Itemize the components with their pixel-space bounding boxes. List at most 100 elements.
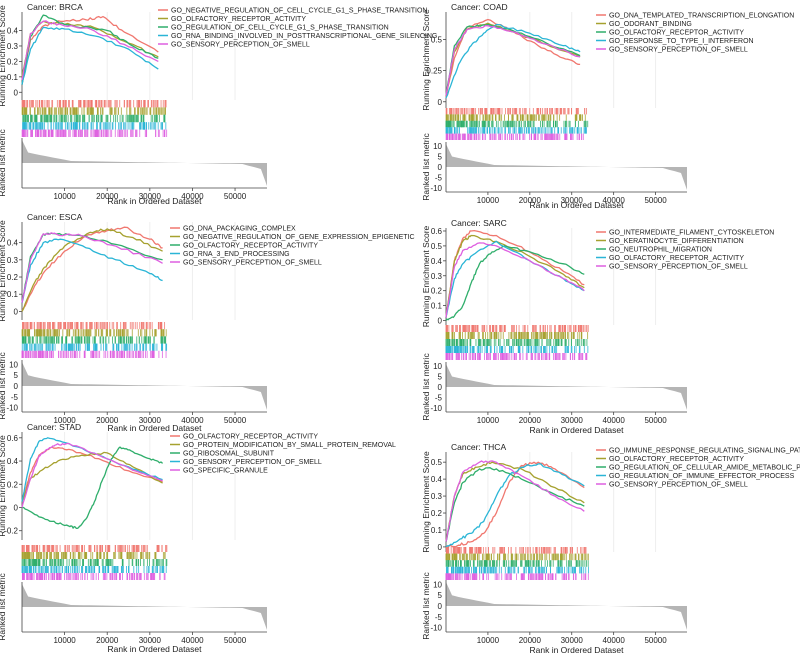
x-tick-label: 20000 xyxy=(96,192,119,201)
y-tick-label: 0.4 xyxy=(431,475,443,484)
y-tick-label: 0.1 xyxy=(7,73,19,82)
ranked-metric-area xyxy=(446,364,687,410)
metric-tick-label: -10 xyxy=(430,184,442,193)
y-tick-label: 0.2 xyxy=(7,57,19,66)
x-axis-label: Rank in Ordered Dataset xyxy=(107,423,202,433)
legend-label: GO_NEUTROPHIL_MIGRATION xyxy=(609,247,712,254)
metric-tick-label: 10 xyxy=(9,360,18,369)
x-axis-label: Rank in Ordered Dataset xyxy=(529,425,624,435)
x-tick-label: 50000 xyxy=(644,636,667,645)
series-line xyxy=(445,23,581,99)
x-tick-label: 10000 xyxy=(53,416,76,425)
series-line xyxy=(22,446,164,530)
y-tick-label: 0 xyxy=(14,88,19,97)
legend-label: GO_REGULATION_OF_CELLULAR_AMIDE_METABOLI… xyxy=(609,465,800,472)
x-tick-label: 50000 xyxy=(224,192,247,201)
x-axis-label: Rank in Ordered Dataset xyxy=(107,196,202,206)
series-line xyxy=(445,22,581,96)
es-axis-label: Running Enrichment Score xyxy=(0,5,7,107)
metric-tick-label: 10 xyxy=(433,362,442,371)
x-tick-label: 20000 xyxy=(96,636,119,645)
series-line xyxy=(445,242,585,318)
y-tick-label: 0.3 xyxy=(431,492,443,501)
metric-tick-label: -5 xyxy=(435,613,443,622)
metric-axis-label: Ranked list metric xyxy=(421,571,431,639)
metric-tick-label: 5 xyxy=(14,371,19,380)
panel-cancer-sarc: 0 0.1 0.2 0.3 0.4 0.5 0.6 Cancer: SARC Running E… xyxy=(421,218,774,435)
series-line xyxy=(445,460,585,542)
series-line xyxy=(21,26,159,85)
legend-label: GO_OLFACTORY_RECEPTOR_ACTIVITY xyxy=(183,243,318,250)
es-axis-label: Running Enrichment Score xyxy=(421,451,431,553)
x-tick-label: 30000 xyxy=(561,196,584,205)
metric-tick-label: 0 xyxy=(14,382,19,391)
x-tick-label: 20000 xyxy=(96,416,119,425)
legend-label: GO_REGULATION_OF_IMMUNE_EFFECTOR_PROCESS xyxy=(609,473,795,480)
series-line xyxy=(445,245,585,321)
legend-label: GO_DNA_PACKAGING_COMPLEX xyxy=(183,226,296,233)
y-tick-label: 0.1 xyxy=(431,526,443,535)
y-tick-label: 0 xyxy=(438,317,443,326)
y-tick-label: 0.3 xyxy=(7,256,19,265)
legend-label: GO_DNA_TEMPLATED_TRANSCRIPTION_ELONGATIO… xyxy=(609,13,794,20)
legend-label: GO_RIBOSOMAL_SUBUNIT xyxy=(183,451,275,458)
panel-title: Cancer: THCA xyxy=(451,442,506,452)
legend-label: GO_KERATINOCYTE_DIFFERENTIATION xyxy=(609,238,744,245)
y-tick-label: 0.4 xyxy=(431,257,443,266)
y-tick-label: 0.2 xyxy=(431,509,443,518)
series-line xyxy=(21,232,163,303)
y-tick-label: 0.2 xyxy=(7,273,19,282)
es-axis-label: Running Enrichment Score xyxy=(0,220,7,322)
panel-cancer-coad: 0 0.25 0.5 Cancer: COAD Running Enrichment S… xyxy=(421,2,794,210)
series-line xyxy=(21,228,163,312)
metric-axis-label: Ranked list metric xyxy=(0,128,7,196)
y-tick-label: 0.3 xyxy=(7,42,19,51)
metric-tick-label: 5 xyxy=(438,153,443,162)
series-line xyxy=(445,463,585,548)
x-tick-label: 30000 xyxy=(139,192,162,201)
x-tick-label: 10000 xyxy=(53,636,76,645)
y-tick-label: 0.6 xyxy=(431,227,443,236)
legend-label: GO_IMMUNE_RESPONSE_REGULATING_SIGNALING_… xyxy=(609,448,800,455)
legend-label: GO_SENSORY_PERCEPTION_OF_SMELL xyxy=(183,260,322,267)
x-tick-label: 10000 xyxy=(477,416,500,425)
panel-title: Cancer: COAD xyxy=(451,2,508,12)
series-line xyxy=(21,446,163,502)
series-line xyxy=(445,240,585,318)
x-tick-label: 30000 xyxy=(561,636,584,645)
y-tick-label: 0.25 xyxy=(426,67,442,76)
legend-label: GO_OLFACTORY_RECEPTOR_ACTIVITY xyxy=(609,255,744,262)
ranked-metric-area xyxy=(446,144,687,190)
legend-label: GO_PROTEIN_MODIFICATION_BY_SMALL_PROTEIN… xyxy=(183,442,396,449)
y-tick-label: 0.4 xyxy=(7,457,19,466)
series-line xyxy=(445,467,585,542)
legend-label: GO_REGULATION_OF_CELL_CYCLE_G1_S_PHASE_T… xyxy=(171,25,389,32)
series-line xyxy=(445,24,581,96)
x-tick-label: 20000 xyxy=(519,636,542,645)
metric-tick-label: -10 xyxy=(430,404,442,413)
metric-tick-label: -5 xyxy=(11,393,19,402)
x-tick-label: 10000 xyxy=(477,196,500,205)
metric-tick-label: -5 xyxy=(435,173,443,182)
series-line xyxy=(21,15,159,85)
panel-cancer-stad: -0.2 0 0.2 0.4 0.6 Cancer: STAD Running Enrich… xyxy=(0,422,396,653)
legend-label: GO_OLFACTORY_RECEPTOR_ACTIVITY xyxy=(609,30,744,37)
series-line xyxy=(445,461,585,549)
legend-label: GO_NEGATIVE_REGULATION_OF_CELL_CYCLE_G1_… xyxy=(171,8,428,15)
x-tick-label: 20000 xyxy=(519,416,542,425)
panel-title: Cancer: ESCA xyxy=(27,212,83,222)
panel-cancer-brca: 0 0.1 0.2 0.3 0.4 Cancer: BRCA Running Enrichm… xyxy=(0,2,437,206)
legend-label: GO_SENSORY_PERCEPTION_OF_SMELL xyxy=(609,264,748,271)
ranked-metric-area xyxy=(22,362,267,410)
y-tick-label: 0 xyxy=(438,98,443,107)
panel-cancer-esca: 0 0.1 0.2 0.3 0.4 Cancer: ESCA Running Enrichm… xyxy=(0,212,415,433)
legend-label: GO_RNA_BINDING_INVOLVED_IN_POSTTRANSCRIP… xyxy=(171,33,437,40)
legend-label: GO_SENSORY_PERCEPTION_OF_SMELL xyxy=(183,459,322,466)
series-line xyxy=(445,234,585,318)
legend-label: GO_RESPONSE_TO_TYPE_I_INTERFERON xyxy=(609,38,754,45)
metric-tick-label: 10 xyxy=(433,580,442,589)
x-tick-label: 40000 xyxy=(603,416,626,425)
x-tick-label: 10000 xyxy=(477,636,500,645)
metric-tick-label: 5 xyxy=(438,373,443,382)
x-tick-label: 50000 xyxy=(644,416,667,425)
